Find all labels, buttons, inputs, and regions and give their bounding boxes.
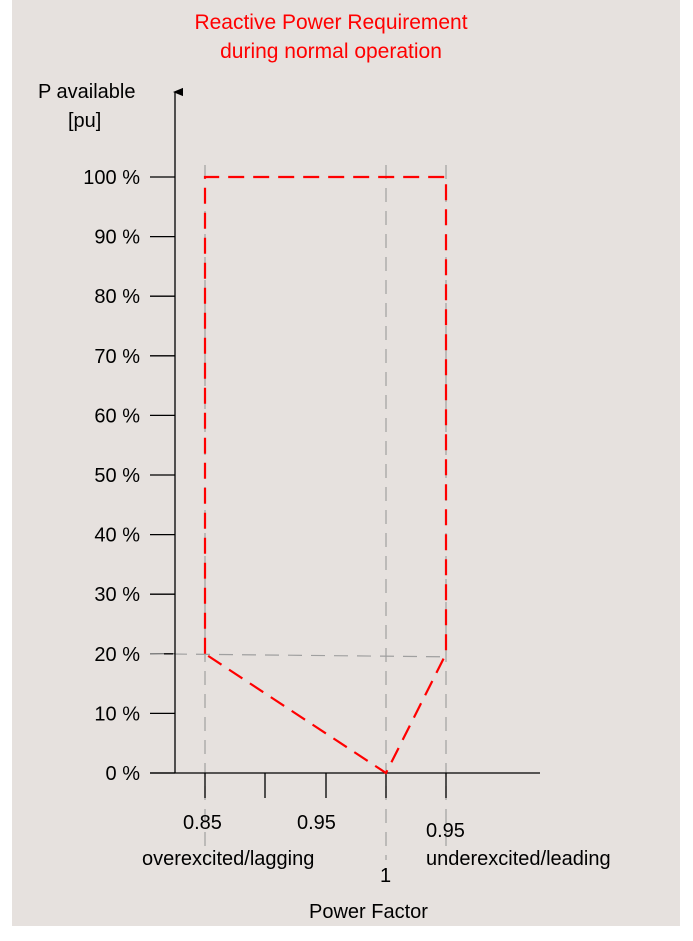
y-axis-label-line-1: P available: [38, 81, 135, 103]
y-tick-label: 50 %: [94, 465, 140, 487]
y-tick-label: 20 %: [94, 644, 140, 666]
y-axis-label-line-2: [pu]: [68, 110, 101, 132]
x-axis-label: Power Factor: [309, 901, 428, 923]
x-tick-label-095-lagging: 0.95: [297, 812, 336, 834]
x-tick-label-095-leading: 0.95: [426, 820, 465, 842]
guide-lines: [149, 165, 447, 860]
y-tick-label: 0 %: [106, 763, 141, 785]
x-ticks: [204, 773, 447, 798]
chart-title-line-1: Reactive Power Requirement: [194, 11, 467, 34]
chart-title-line-2: during normal operation: [220, 40, 442, 63]
x-tick-label-085-lagging: 0.85: [183, 812, 222, 834]
y-tick-label: 90 %: [94, 227, 140, 249]
y-tick-label: 100 %: [83, 167, 140, 189]
y-tick-label: 80 %: [94, 286, 140, 308]
chart-panel: Reactive Power Requirement during normal…: [12, 0, 680, 926]
y-ticks: 0 % 10 % 20 % 30 % 40 % 50 % 60 % 70 % 80 % 90 % 1…: [83, 167, 175, 785]
y-tick-label: 30 %: [94, 584, 140, 606]
y-tick-label: 60 %: [94, 405, 140, 427]
x-region-label-leading: underexcited/leading: [426, 848, 611, 870]
x-tick-label-1: 1: [380, 865, 391, 887]
y-tick-label: 70 %: [94, 346, 140, 368]
envelope-series-line: [203, 175, 448, 775]
chart-svg: Reactive Power Requirement during normal…: [38, 11, 611, 923]
y-tick-label: 10 %: [94, 703, 140, 725]
horizontal-guide-line: [149, 653, 447, 658]
x-region-label-lagging: overexcited/lagging: [142, 848, 314, 870]
y-tick-label: 40 %: [94, 525, 140, 547]
